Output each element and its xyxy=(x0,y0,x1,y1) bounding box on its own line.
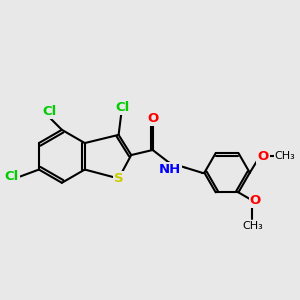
Text: CH₃: CH₃ xyxy=(242,221,263,231)
Text: O: O xyxy=(148,112,159,125)
Text: Cl: Cl xyxy=(4,170,19,183)
Text: NH: NH xyxy=(158,163,181,176)
Text: O: O xyxy=(257,150,268,163)
Text: Cl: Cl xyxy=(115,101,130,114)
Text: O: O xyxy=(250,194,261,207)
Text: S: S xyxy=(114,172,123,185)
Text: CH₃: CH₃ xyxy=(275,151,296,161)
Text: Cl: Cl xyxy=(42,105,56,118)
